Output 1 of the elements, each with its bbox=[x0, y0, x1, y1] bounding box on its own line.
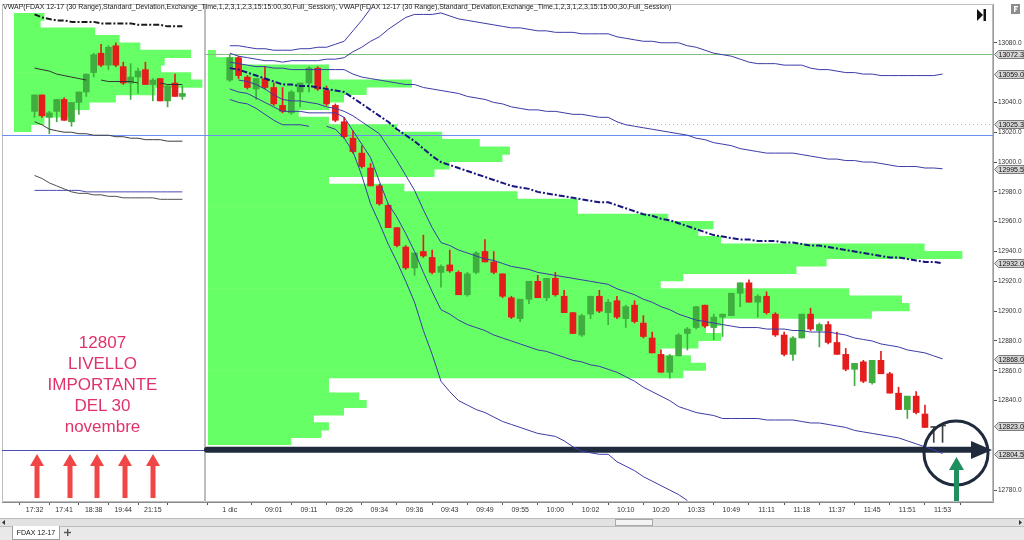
annotation: 12807 LIVELLO IMPORTANTE DEL 30 novembre bbox=[46, 332, 159, 437]
